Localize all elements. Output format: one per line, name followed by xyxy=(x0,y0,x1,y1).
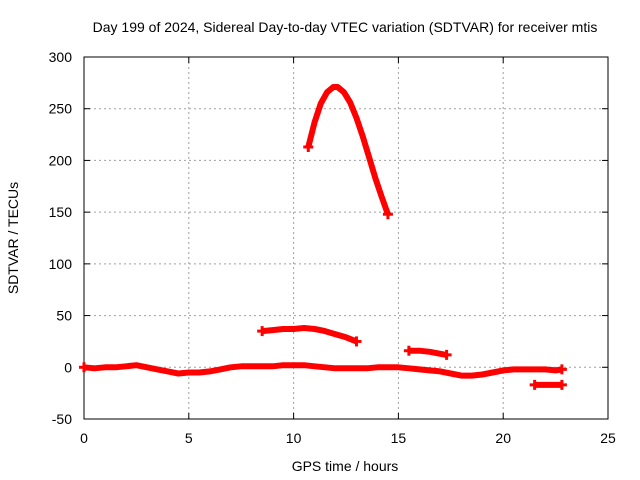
series-endpoint-marker xyxy=(441,349,452,360)
series-endpoint-marker xyxy=(556,364,567,375)
series-baseline xyxy=(83,362,563,379)
series-endpoint-marker xyxy=(556,379,567,390)
series-endpoint-marker xyxy=(351,336,362,347)
series-arc-15-17 xyxy=(408,347,448,358)
y-tick-label: 250 xyxy=(49,101,73,117)
data-series xyxy=(79,84,567,390)
x-tick-label: 25 xyxy=(600,430,616,446)
y-tick-label: 300 xyxy=(49,49,73,65)
x-tick-label: 0 xyxy=(80,430,88,446)
y-tick-label: 150 xyxy=(49,204,73,220)
grid-lines xyxy=(84,57,608,419)
y-tick-label: 100 xyxy=(49,256,73,272)
series-endpoint-marker xyxy=(382,209,393,220)
series-endpoint-marker xyxy=(529,379,540,390)
chart-title: Day 199 of 2024, Sidereal Day-to-day VTE… xyxy=(93,19,598,35)
y-tick-label: -50 xyxy=(52,411,72,427)
x-tick-label: 5 xyxy=(185,430,193,446)
x-tick-label: 10 xyxy=(286,430,302,446)
series-arc-mid xyxy=(261,325,358,345)
x-tick-label: 20 xyxy=(495,430,511,446)
series-endpoint-marker xyxy=(303,141,314,152)
y-tick-label: 50 xyxy=(56,308,72,324)
x-tick-label: 15 xyxy=(391,430,407,446)
series-endpoint-marker xyxy=(403,345,414,356)
y-tick-label: 200 xyxy=(49,152,73,168)
axis-ticks: 0 5 10 15 20 25 -50 0 50 100 150 200 250 300 xyxy=(49,49,616,446)
y-tick-label: 0 xyxy=(64,359,72,375)
plot-frame xyxy=(83,56,609,420)
series-arc-high xyxy=(305,84,391,216)
series-endpoint-marker xyxy=(257,326,268,337)
y-axis-label: SDTVAR / TECUs xyxy=(5,182,21,294)
x-axis-label: GPS time / hours xyxy=(292,458,399,474)
series-endpoint-marker xyxy=(79,362,89,373)
